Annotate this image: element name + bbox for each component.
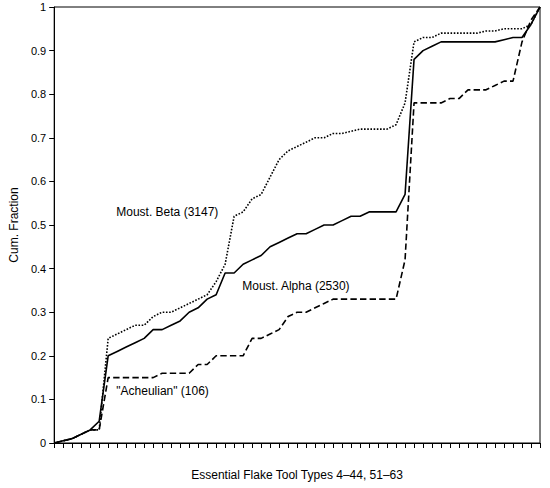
svg-text:0.7: 0.7 <box>31 132 46 144</box>
svg-text:0.6: 0.6 <box>31 175 46 187</box>
svg-text:0.4: 0.4 <box>31 263 46 275</box>
svg-text:"Acheulian" (106): "Acheulian" (106) <box>116 384 209 398</box>
svg-text:0.8: 0.8 <box>31 88 46 100</box>
svg-text:0.5: 0.5 <box>31 219 46 231</box>
svg-text:0: 0 <box>40 437 46 449</box>
svg-text:0.2: 0.2 <box>31 350 46 362</box>
svg-text:Essential Flake Tool Types 4–4: Essential Flake Tool Types 4–44, 51–63 <box>191 468 403 482</box>
svg-text:0.9: 0.9 <box>31 45 46 57</box>
svg-text:0.3: 0.3 <box>31 306 46 318</box>
svg-text:0.1: 0.1 <box>31 393 46 405</box>
svg-text:1: 1 <box>40 1 46 13</box>
svg-text:Moust. Beta (3147): Moust. Beta (3147) <box>116 205 218 219</box>
svg-text:Cum. Fraction: Cum. Fraction <box>7 187 21 262</box>
svg-text:Moust. Alpha (2530): Moust. Alpha (2530) <box>242 279 349 293</box>
